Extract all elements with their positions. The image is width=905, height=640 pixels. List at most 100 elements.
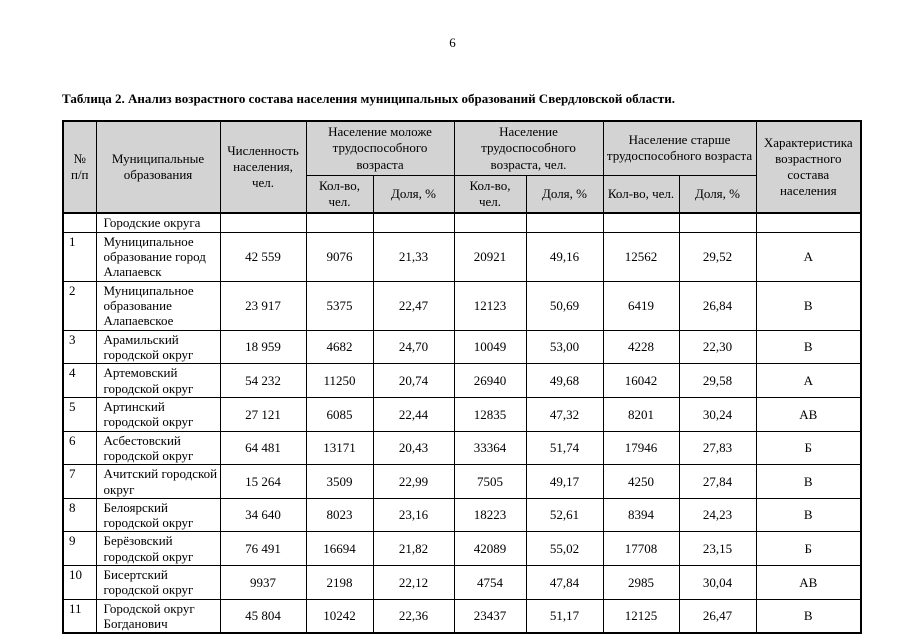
young-share-cell: 22,99 (372, 464, 455, 499)
working-count-cell: 4754 (453, 565, 527, 600)
municipality-cell: Бисертский городской округ (95, 565, 221, 600)
older-share-cell: 29,58 (678, 363, 757, 398)
table-row: 7 Ачитский городской округ 15 264 3509 2… (62, 464, 862, 499)
young-count-cell: 9076 (305, 231, 374, 282)
characteristic-cell: В (755, 497, 862, 533)
population-cell: 18 959 (219, 329, 307, 365)
municipality-cell: Муниципальное образование Алапаевское (95, 280, 221, 331)
young-share-cell: 22,36 (372, 598, 455, 634)
characteristic-cell: Б (755, 430, 862, 466)
row-number-cell (62, 212, 97, 233)
characteristic-cell: В (755, 280, 862, 331)
table-row: 1 Муниципальное образование город Алапае… (62, 231, 862, 282)
header-working-share: Доля, % (525, 174, 604, 214)
working-share-cell: 55,02 (525, 531, 604, 567)
municipality-cell: Городской округ Богданович (95, 598, 221, 634)
header-group-young: Население моложе трудоспособного возраст… (305, 120, 455, 176)
population-cell: 23 917 (219, 280, 307, 331)
characteristic-cell: А (755, 231, 862, 282)
working-share-cell: 49,17 (525, 464, 604, 499)
header-young-count: Кол-во, чел. (305, 174, 374, 214)
characteristic-cell: В (755, 329, 862, 365)
row-number-cell: 11 (62, 598, 97, 634)
header-row-groups: № п/п Муниципальные образования Численно… (62, 120, 862, 214)
working-share-cell: 51,17 (525, 598, 604, 634)
header-working-count: Кол-во, чел. (453, 174, 527, 214)
population-cell (219, 212, 307, 233)
table-row: 5 Артинский городской округ 27 121 6085 … (62, 396, 862, 432)
older-share-cell: 27,84 (678, 464, 757, 499)
characteristic-cell: В (755, 598, 862, 634)
young-count-cell: 10242 (305, 598, 374, 634)
population-cell: 42 559 (219, 231, 307, 282)
young-share-cell: 21,82 (372, 531, 455, 567)
older-share-cell: 26,84 (678, 280, 757, 331)
working-count-cell: 23437 (453, 598, 527, 634)
table-body: Городские округа 1 Муниципальное образов… (62, 212, 862, 634)
older-share-cell: 30,24 (678, 396, 757, 432)
working-count-cell: 12835 (453, 396, 527, 432)
young-count-cell: 16694 (305, 531, 374, 567)
table-row: 3 Арамильский городской округ 18 959 468… (62, 329, 862, 365)
row-number-cell: 10 (62, 565, 97, 600)
working-share-cell: 52,61 (525, 497, 604, 533)
characteristic-cell: В (755, 464, 862, 499)
young-count-cell: 8023 (305, 497, 374, 533)
young-count-cell: 3509 (305, 464, 374, 499)
row-number-cell: 5 (62, 396, 97, 432)
young-count-cell: 2198 (305, 565, 374, 600)
population-cell: 64 481 (219, 430, 307, 466)
working-count-cell: 18223 (453, 497, 527, 533)
young-share-cell: 22,12 (372, 565, 455, 600)
older-count-cell (602, 212, 680, 233)
row-number-cell: 7 (62, 464, 97, 499)
older-count-cell: 4228 (602, 329, 680, 365)
young-share-cell: 20,74 (372, 363, 455, 398)
municipality-cell: Городские округа (95, 212, 221, 233)
older-count-cell: 17708 (602, 531, 680, 567)
row-number-cell: 6 (62, 430, 97, 466)
municipality-cell: Асбестовский городской округ (95, 430, 221, 466)
older-count-cell: 4250 (602, 464, 680, 499)
table-caption: Таблица 2. Анализ возрастного состава на… (62, 91, 675, 106)
table-row: 9 Берёзовский городской округ 76 491 166… (62, 531, 862, 567)
working-share-cell: 50,69 (525, 280, 604, 331)
older-share-cell: 27,83 (678, 430, 757, 466)
older-share-cell: 22,30 (678, 329, 757, 365)
characteristic-cell: А (755, 363, 862, 398)
older-share-cell: 23,15 (678, 531, 757, 567)
table-row: Городские округа (62, 212, 862, 233)
header-population: Численность населения, чел. (219, 120, 307, 214)
older-share-cell: 30,04 (678, 565, 757, 600)
working-share-cell: 53,00 (525, 329, 604, 365)
municipality-cell: Арамильский городской округ (95, 329, 221, 365)
population-cell: 45 804 (219, 598, 307, 634)
young-count-cell: 6085 (305, 396, 374, 432)
young-share-cell: 22,47 (372, 280, 455, 331)
working-count-cell: 7505 (453, 464, 527, 499)
characteristic-cell: АВ (755, 396, 862, 432)
young-share-cell: 20,43 (372, 430, 455, 466)
table-row: 11 Городской округ Богданович 45 804 102… (62, 598, 862, 634)
page-number: 6 (449, 35, 456, 50)
working-count-cell: 20921 (453, 231, 527, 282)
working-share-cell: 49,68 (525, 363, 604, 398)
young-share-cell: 23,16 (372, 497, 455, 533)
row-number-cell: 8 (62, 497, 97, 533)
older-share-cell: 26,47 (678, 598, 757, 634)
header-num: № п/п (62, 120, 97, 214)
working-share-cell (525, 212, 604, 233)
young-count-cell (305, 212, 374, 233)
young-count-cell: 4682 (305, 329, 374, 365)
older-count-cell: 17946 (602, 430, 680, 466)
population-table: № п/п Муниципальные образования Численно… (62, 120, 863, 635)
young-share-cell: 24,70 (372, 329, 455, 365)
working-count-cell: 10049 (453, 329, 527, 365)
population-cell: 27 121 (219, 396, 307, 432)
header-old-share: Доля, % (678, 174, 757, 214)
population-cell: 9937 (219, 565, 307, 600)
table-row: 4 Артемовский городской округ 54 232 112… (62, 363, 862, 398)
older-count-cell: 12125 (602, 598, 680, 634)
municipality-cell: Артинский городской округ (95, 396, 221, 432)
working-share-cell: 49,16 (525, 231, 604, 282)
